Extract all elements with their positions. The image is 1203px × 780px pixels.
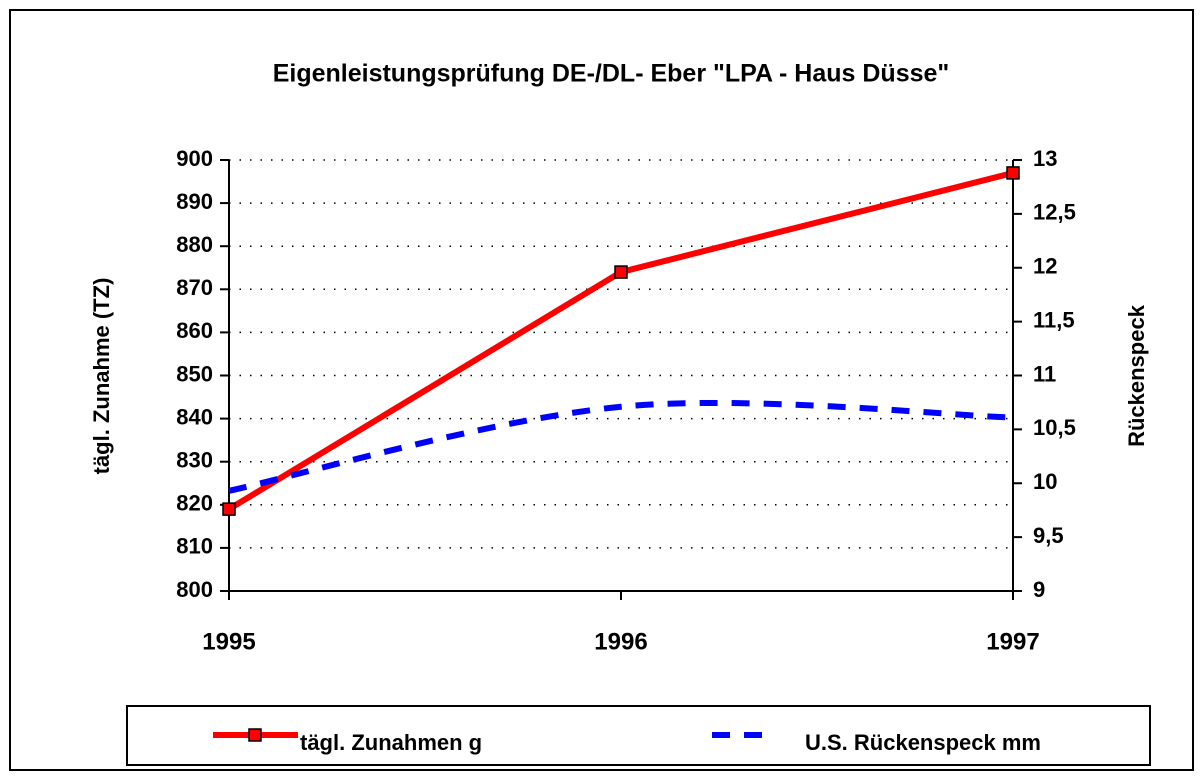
legend-label: U.S. Rückenspeck mm	[805, 730, 1041, 755]
y2-axis-label: Rückenspeck	[1124, 304, 1149, 447]
series-line	[228, 400, 1014, 494]
chart-border	[9, 9, 1194, 771]
y-tick-label: 810	[176, 534, 213, 559]
y-tick-label: 860	[176, 318, 213, 343]
chart-title: Eigenleistungsprüfung DE-/DL- Eber "LPA …	[273, 60, 950, 88]
y-tick-label: 890	[176, 189, 213, 214]
y-axis-label: tägl. Zunahme (TZ)	[89, 278, 114, 475]
y-tick-label: 870	[176, 275, 213, 300]
x-tick-label: 1996	[594, 628, 647, 655]
marker	[222, 502, 236, 516]
y-tick-label: 850	[176, 361, 213, 386]
y2-tick-label: 9	[1033, 577, 1045, 602]
y2-tick-label: 10	[1033, 469, 1057, 494]
y-tick-label: 800	[176, 577, 213, 602]
y2-tick-label: 10,5	[1033, 415, 1076, 440]
y-tick-label: 820	[176, 491, 213, 516]
y-tick-label: 830	[176, 448, 213, 473]
y2-tick-label: 13	[1033, 146, 1057, 171]
legend-label: tägl. Zunahmen g	[300, 730, 482, 755]
y2-tick-label: 11	[1033, 361, 1056, 386]
marker	[1006, 166, 1020, 180]
y-tick-label: 900	[176, 146, 213, 171]
y2-tick-label: 12,5	[1033, 200, 1076, 225]
x-tick-label: 1997	[986, 628, 1039, 655]
marker	[614, 265, 628, 279]
y-tick-label: 840	[176, 404, 213, 429]
y2-tick-label: 9,5	[1033, 523, 1064, 548]
y2-tick-label: 12	[1033, 254, 1057, 279]
legend-marker	[248, 728, 262, 742]
x-tick-label: 1995	[202, 628, 255, 655]
y-tick-label: 880	[176, 232, 213, 257]
y2-tick-label: 11,5	[1033, 307, 1075, 332]
